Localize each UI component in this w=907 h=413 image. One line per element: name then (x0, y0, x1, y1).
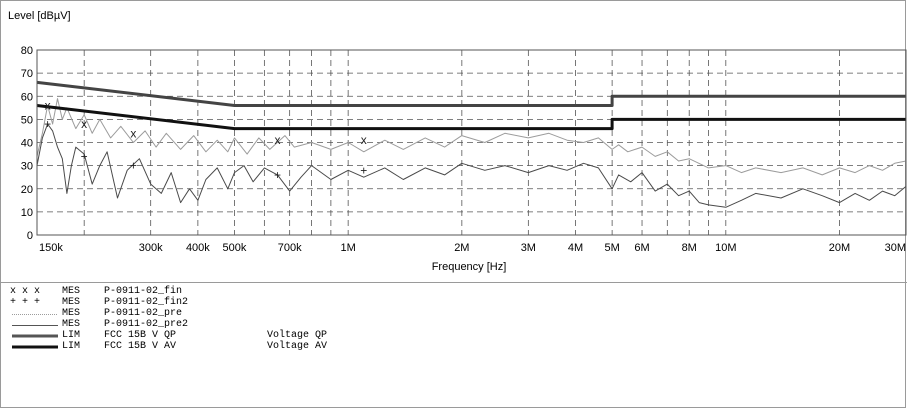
data-marker: x (130, 126, 136, 140)
x-tick-label: 10M (715, 242, 736, 254)
x-tick-label: 500k (223, 242, 247, 254)
y-tick-label: 30 (21, 161, 33, 173)
legend-row-fin: x x x MES P-0911-02_fin (0, 286, 182, 298)
legend-symbol: + + + (10, 297, 41, 308)
data-marker: x (45, 99, 51, 113)
series-line (36, 98, 907, 176)
x-tick-label: 300k (139, 242, 163, 254)
y-tick-label: 60 (21, 91, 33, 103)
x-tick-labels: 150k 300k 400k 500k 700k 1M 2M 3M 4M 5M 6M 8M 10M 20M… (39, 242, 906, 254)
legend-type: MES (62, 319, 81, 330)
legend-name: P-0911-02_pre2 (104, 319, 189, 330)
y-tick-label: 0 (27, 230, 33, 242)
x-tick-label: 6M (634, 242, 649, 254)
x-tick-label: 150k (39, 242, 63, 254)
legend-desc: Voltage AV (267, 341, 328, 352)
legend-line-pre (12, 314, 58, 315)
legend-name: P-0911-02_fin2 (104, 297, 189, 308)
series-line (36, 123, 907, 208)
x-tick-label: 5M (604, 242, 619, 254)
data-marker: x (275, 133, 281, 147)
data-marker: + (360, 163, 367, 177)
legend-desc: Voltage QP (267, 330, 328, 341)
legend-name: FCC 15B V AV (104, 341, 177, 352)
legend-type: MES (62, 286, 81, 297)
legend-row-av: LIM FCC 15B V AV Voltage AV (0, 341, 327, 353)
y-tick-label: 80 (21, 45, 33, 57)
legend-name: P-0911-02_fin (104, 286, 183, 297)
legend-line-av (12, 345, 58, 349)
legend-type: LIM (62, 341, 81, 352)
y-tick-label: 50 (21, 114, 33, 126)
legend-line-qp (12, 334, 58, 338)
legend-divider (0, 282, 907, 283)
series-line (36, 104, 906, 131)
legend-name: FCC 15B V QP (104, 330, 177, 341)
legend-type: MES (62, 297, 81, 308)
legend-line-pre2 (12, 325, 58, 326)
data-marker: + (274, 168, 281, 182)
data-marker: + (81, 149, 88, 163)
emission-plot: x x x x x + + + + + 0 10 20 30 40 50 60 70 80 150k 300k 400… (21, 45, 907, 273)
marker-layer: x x x x x + + + + + (44, 99, 367, 182)
plot-border (36, 49, 907, 236)
grid-lines (37, 50, 906, 235)
legend-row-fin2: + + + MES P-0911-02_fin2 (0, 297, 188, 309)
x-tick-label: 700k (278, 242, 302, 254)
legend-type: LIM (62, 330, 81, 341)
x-tick-label: 2M (454, 242, 469, 254)
legend-symbol: x x x (10, 286, 41, 297)
x-tick-label: 30M (885, 242, 906, 254)
x-tick-label: 8M (682, 242, 697, 254)
x-tick-label: 4M (568, 242, 583, 254)
x-tick-label: 1M (341, 242, 356, 254)
legend-row-pre: MES P-0911-02_pre (0, 308, 182, 320)
data-marker: + (130, 159, 137, 173)
data-marker: x (361, 133, 367, 147)
legend-type: MES (62, 308, 81, 319)
y-tick-label: 10 (21, 207, 33, 219)
y-tick-label: 40 (21, 138, 33, 150)
data-marker: x (81, 117, 87, 131)
x-axis-label: Frequency [Hz] (432, 261, 507, 273)
legend-row-qp: LIM FCC 15B V QP Voltage QP (0, 330, 327, 342)
legend-row-pre2: MES P-0911-02_pre2 (0, 319, 188, 331)
legend-name: P-0911-02_pre (104, 308, 183, 319)
y-tick-labels: 0 10 20 30 40 50 60 70 80 (21, 45, 33, 242)
data-marker: + (44, 117, 51, 131)
y-tick-label: 20 (21, 184, 33, 196)
series-layer (36, 80, 907, 208)
y-tick-label: 70 (21, 68, 33, 80)
x-tick-label: 3M (521, 242, 536, 254)
series-line (36, 80, 906, 107)
y-axis-label: Level [dBµV] (8, 10, 71, 22)
x-tick-label: 20M (829, 242, 850, 254)
x-tick-label: 400k (186, 242, 210, 254)
